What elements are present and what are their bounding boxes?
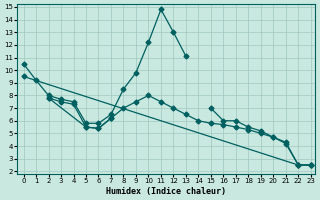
X-axis label: Humidex (Indice chaleur): Humidex (Indice chaleur) (106, 187, 226, 196)
